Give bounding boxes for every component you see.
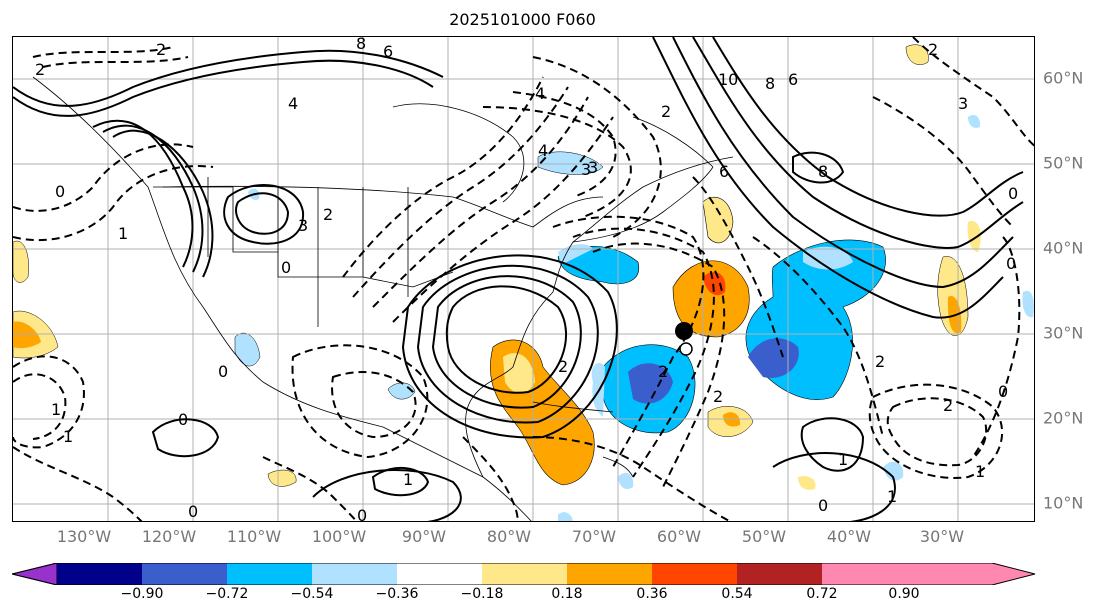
lon-label: 80°W bbox=[486, 527, 532, 546]
contour-label: 4 bbox=[535, 84, 545, 103]
positive-contours bbox=[13, 37, 1024, 521]
contour-label: 3 bbox=[588, 158, 598, 177]
contour-label: 3 bbox=[298, 216, 308, 235]
contour-label: 2 bbox=[928, 40, 938, 59]
lat-label: 50°N bbox=[1043, 153, 1084, 173]
lon-label: 40°W bbox=[826, 527, 872, 546]
contour-label: 0 bbox=[55, 182, 65, 201]
colorbar-tick-label: 0.72 bbox=[806, 586, 838, 602]
lat-label: 60°N bbox=[1043, 68, 1084, 88]
contour-label: 8 bbox=[765, 74, 775, 93]
lat-label: 20°N bbox=[1043, 408, 1084, 428]
contour-label: 2 bbox=[35, 60, 45, 79]
contour-label: 10 bbox=[718, 70, 738, 89]
contour-label: 2 bbox=[875, 352, 885, 371]
contour-label: 1 bbox=[118, 224, 128, 243]
colorbar-swatch bbox=[482, 563, 567, 585]
lon-label: 130°W bbox=[56, 527, 112, 546]
colorbar-swatch bbox=[652, 563, 737, 585]
contour-label: 0 bbox=[218, 362, 228, 381]
contour-label: 0 bbox=[998, 382, 1008, 401]
contour-label: 2 bbox=[661, 102, 671, 121]
lon-label: 90°W bbox=[401, 527, 447, 546]
colorbar-swatch bbox=[57, 563, 142, 585]
lon-label: 70°W bbox=[571, 527, 617, 546]
contour-label: 0 bbox=[281, 258, 291, 277]
shaded-fields bbox=[13, 44, 1034, 521]
colorbar-swatch bbox=[142, 563, 227, 585]
map-canvas: 2 2 6 8 4 3 2 1 0 3 4 0 2 6 10 8 6 2 8 0… bbox=[13, 37, 1034, 522]
contour-label: 2 bbox=[323, 205, 333, 224]
colorbar-swatch bbox=[822, 563, 907, 585]
contour-label: 0 bbox=[357, 506, 367, 522]
colorbar-swatch bbox=[397, 563, 482, 585]
colorbar-tick-label: 0.36 bbox=[636, 586, 668, 602]
contour-label: 8 bbox=[818, 162, 828, 181]
colorbar-tick-label: −0.72 bbox=[205, 586, 249, 602]
lon-label: 60°W bbox=[656, 527, 702, 546]
contour-label: 2 bbox=[658, 362, 668, 381]
lat-label: 40°N bbox=[1043, 238, 1084, 258]
contour-label: 1 bbox=[51, 400, 61, 419]
lon-label: 30°W bbox=[919, 527, 965, 546]
colorbar-extend-high bbox=[907, 563, 1035, 585]
lon-label: 120°W bbox=[141, 527, 197, 546]
colorbar-tick-label: −0.54 bbox=[290, 586, 334, 602]
lat-label: 30°N bbox=[1043, 323, 1084, 343]
contour-label: 1 bbox=[887, 487, 897, 506]
colorbar-swatch bbox=[567, 563, 652, 585]
colorbar-extend-low bbox=[12, 563, 58, 585]
contour-label: 1 bbox=[975, 462, 985, 481]
colorbar-tick-label: −0.18 bbox=[460, 586, 504, 602]
contour-label: 4 bbox=[288, 94, 298, 113]
colorbar-swatch bbox=[737, 563, 822, 585]
contour-label: 0 bbox=[188, 502, 198, 521]
contour-label: 6 bbox=[788, 70, 798, 89]
colorbar bbox=[12, 563, 1036, 585]
colorbar-swatch bbox=[312, 563, 397, 585]
contour-label: 2 bbox=[713, 387, 723, 406]
contour-label: 3 bbox=[958, 94, 968, 113]
contour-label: 4 bbox=[538, 141, 548, 160]
contour-label: 1 bbox=[63, 427, 73, 446]
negative-contours bbox=[13, 37, 1034, 521]
lat-label: 10°N bbox=[1043, 493, 1084, 513]
colorbar-swatch bbox=[227, 563, 312, 585]
coastlines bbox=[32, 76, 734, 521]
contour-label: 3 bbox=[581, 160, 591, 179]
contour-label: 0 bbox=[818, 496, 828, 515]
map-panel[interactable]: 2 2 6 8 4 3 2 1 0 3 4 0 2 6 10 8 6 2 8 0… bbox=[12, 36, 1035, 522]
contour-label: 6 bbox=[719, 162, 729, 181]
contour-label: 1 bbox=[403, 470, 413, 489]
lon-label: 100°W bbox=[311, 527, 367, 546]
contour-label: 0 bbox=[1006, 254, 1016, 273]
colorbar-tick-label: −0.36 bbox=[375, 586, 419, 602]
contour-label: 2 bbox=[943, 396, 953, 415]
contour-label: 0 bbox=[1008, 184, 1018, 203]
contour-label: 1 bbox=[838, 450, 848, 469]
lon-label: 110°W bbox=[226, 527, 282, 546]
map-title: 2025101000 F060 bbox=[449, 10, 596, 29]
colorbar-tick-label: 0.90 bbox=[888, 586, 920, 602]
storm-center-ring bbox=[679, 342, 693, 356]
colorbar-tick-label: 0.18 bbox=[551, 586, 583, 602]
contour-label: 6 bbox=[383, 42, 393, 61]
storm-center-marker[interactable] bbox=[675, 322, 693, 340]
contour-label: 8 bbox=[356, 37, 366, 53]
colorbar-tick-label: −0.90 bbox=[120, 586, 164, 602]
contour-label: 2 bbox=[558, 357, 568, 376]
colorbar-tick-label: 0.54 bbox=[721, 586, 753, 602]
contour-label: 0 bbox=[178, 410, 188, 429]
contour-labels: 2 2 6 8 4 3 2 1 0 3 4 0 2 6 10 8 6 2 8 0… bbox=[35, 37, 1018, 522]
lon-label: 50°W bbox=[741, 527, 787, 546]
contour-label: 2 bbox=[156, 40, 166, 59]
